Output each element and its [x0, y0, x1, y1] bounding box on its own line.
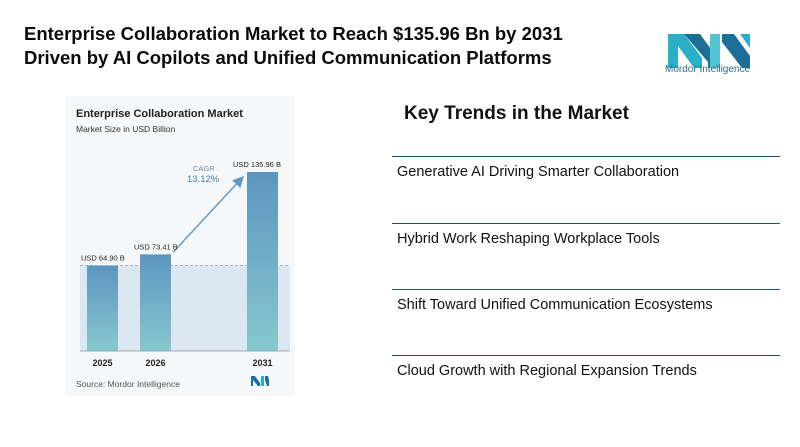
headline-line-2: Driven by AI Copilots and Unified Commun… — [24, 47, 552, 68]
chart-title: Enterprise Collaboration Market — [76, 108, 243, 120]
trend-item-label: Generative AI Driving Smarter Collaborat… — [397, 164, 680, 180]
bar-2026 — [140, 254, 171, 351]
x-tick-2025: 2025 — [92, 358, 112, 368]
trend-item-label: Shift Toward Unified Communication Ecosy… — [397, 297, 713, 313]
data-label-2031: USD 135.96 B — [233, 160, 281, 169]
cagr-label: CAGR — [193, 164, 215, 173]
data-label-2026: USD 73.41 B — [134, 242, 178, 251]
headline: Enterprise Collaboration Market to Reach… — [24, 22, 624, 70]
bar-2031 — [247, 172, 278, 351]
bar-chart: CAGR 13.12% USD 64.90 B 2025 USD 73.41 B 20… — [80, 160, 290, 368]
chart-subtitle: Market Size in USD Billion — [76, 124, 176, 134]
trend-item-label: Cloud Growth with Regional Expansion Tre… — [397, 363, 697, 379]
trend-item: Generative AI Driving Smarter Collaborat… — [392, 156, 780, 180]
x-tick-2026: 2026 — [145, 358, 165, 368]
cagr-value: 13.12% — [187, 174, 220, 185]
trends-title: Key Trends in the Market — [404, 103, 629, 124]
headline-line-1: Enterprise Collaboration Market to Reach… — [24, 23, 563, 44]
x-tick-2031: 2031 — [252, 358, 272, 368]
trend-item: Cloud Growth with Regional Expansion Tre… — [392, 355, 780, 379]
cagr-arrow — [172, 175, 244, 253]
trend-item: Shift Toward Unified Communication Ecosy… — [392, 289, 780, 313]
mordor-intelligence-logo-icon — [668, 34, 750, 68]
chart-source: Source: Mordor Intelligence — [76, 379, 180, 389]
bar-2025 — [87, 265, 118, 351]
data-label-2025: USD 64.90 B — [81, 254, 125, 263]
trend-item-label: Hybrid Work Reshaping Workplace Tools — [397, 231, 660, 247]
logo-text: Mordor Intelligence — [665, 64, 751, 75]
source-logo-icon — [251, 376, 269, 386]
trend-item: Hybrid Work Reshaping Workplace Tools — [392, 223, 780, 247]
